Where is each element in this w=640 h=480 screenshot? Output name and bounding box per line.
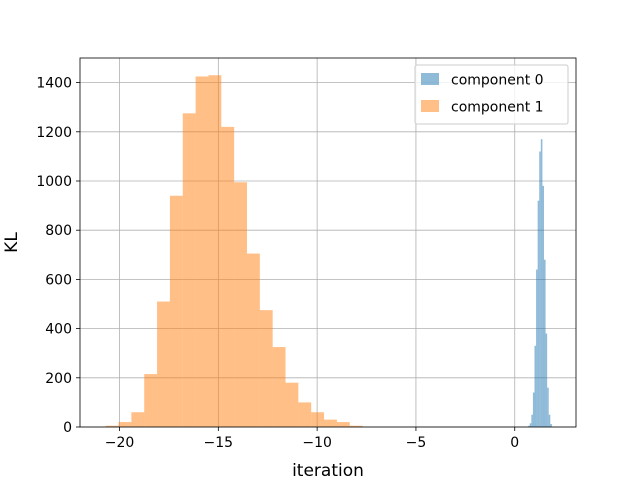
y-tick-label: 200: [45, 371, 72, 387]
histogram-bar: [532, 392, 535, 427]
legend-label-component-0: component 0: [451, 73, 544, 89]
legend-label-component-1: component 1: [451, 100, 544, 116]
y-tick-label: 1200: [36, 125, 72, 141]
bars: [105, 75, 552, 428]
y-tick-label: 1000: [36, 174, 72, 190]
histogram-bar: [536, 269, 538, 427]
histogram-bar: [182, 113, 196, 427]
histogram-bar: [537, 200, 540, 427]
histogram-bar: [311, 412, 325, 427]
histogram-bar: [285, 382, 299, 427]
histogram-bar: [157, 301, 170, 427]
x-tick-label: −5: [406, 435, 427, 451]
legend-swatch-component-0: [421, 73, 439, 85]
histogram-bar: [298, 402, 312, 427]
series-component-1: [105, 75, 363, 427]
legend-box: [414, 64, 569, 125]
y-tick-label: 1400: [36, 76, 72, 92]
histogram-bar: [234, 182, 247, 427]
y-tick-label: 600: [45, 272, 72, 288]
histogram-bar: [539, 151, 541, 428]
x-tick-label: −15: [204, 435, 234, 451]
histogram-bar: [529, 423, 532, 427]
histogram-bar: [195, 76, 209, 427]
histogram-bar: [259, 310, 273, 427]
histogram-bar: [531, 414, 533, 427]
y-tick-label: 400: [45, 322, 72, 338]
plot-frame: [79, 57, 577, 428]
histogram-bar: [545, 333, 548, 427]
histogram-bar: [550, 424, 552, 427]
histogram-bar: [324, 419, 337, 427]
histogram-bar: [246, 253, 260, 427]
histogram-bar: [272, 347, 286, 427]
x-tick-label: −20: [105, 435, 135, 451]
histogram-bar: [528, 425, 530, 427]
histogram-bar: [105, 425, 119, 427]
histogram-bar: [548, 414, 551, 427]
legend-swatch-component-1: [421, 100, 439, 112]
histogram-bar: [169, 195, 183, 427]
axis-ticks: −20 −15 −10 −5 0 0 200 400 600 800 1000 1200 1400: [36, 76, 519, 451]
x-tick-label: −10: [302, 435, 332, 451]
series-component-0: [528, 139, 552, 428]
histogram-bar: [534, 345, 537, 427]
legend: component 0 component 1: [414, 64, 569, 125]
x-tick-label: 0: [510, 435, 519, 451]
histogram-bar: [118, 422, 132, 427]
histogram-bar: [144, 374, 158, 427]
y-tick-label: 800: [45, 223, 72, 239]
histogram-bar: [131, 412, 145, 427]
y-tick-label: 0: [63, 420, 72, 436]
x-axis-label: iteration: [292, 461, 364, 480]
histogram-bar: [547, 387, 549, 427]
histogram-bar: [208, 75, 222, 427]
histogram-bar: [542, 185, 544, 427]
histogram-bar: [543, 259, 546, 427]
y-axis-label: KL: [2, 232, 22, 253]
histogram-bar: [336, 422, 350, 427]
histogram-bar: [349, 425, 363, 427]
histogram-bar: [540, 139, 543, 427]
histogram-bar: [221, 126, 235, 427]
